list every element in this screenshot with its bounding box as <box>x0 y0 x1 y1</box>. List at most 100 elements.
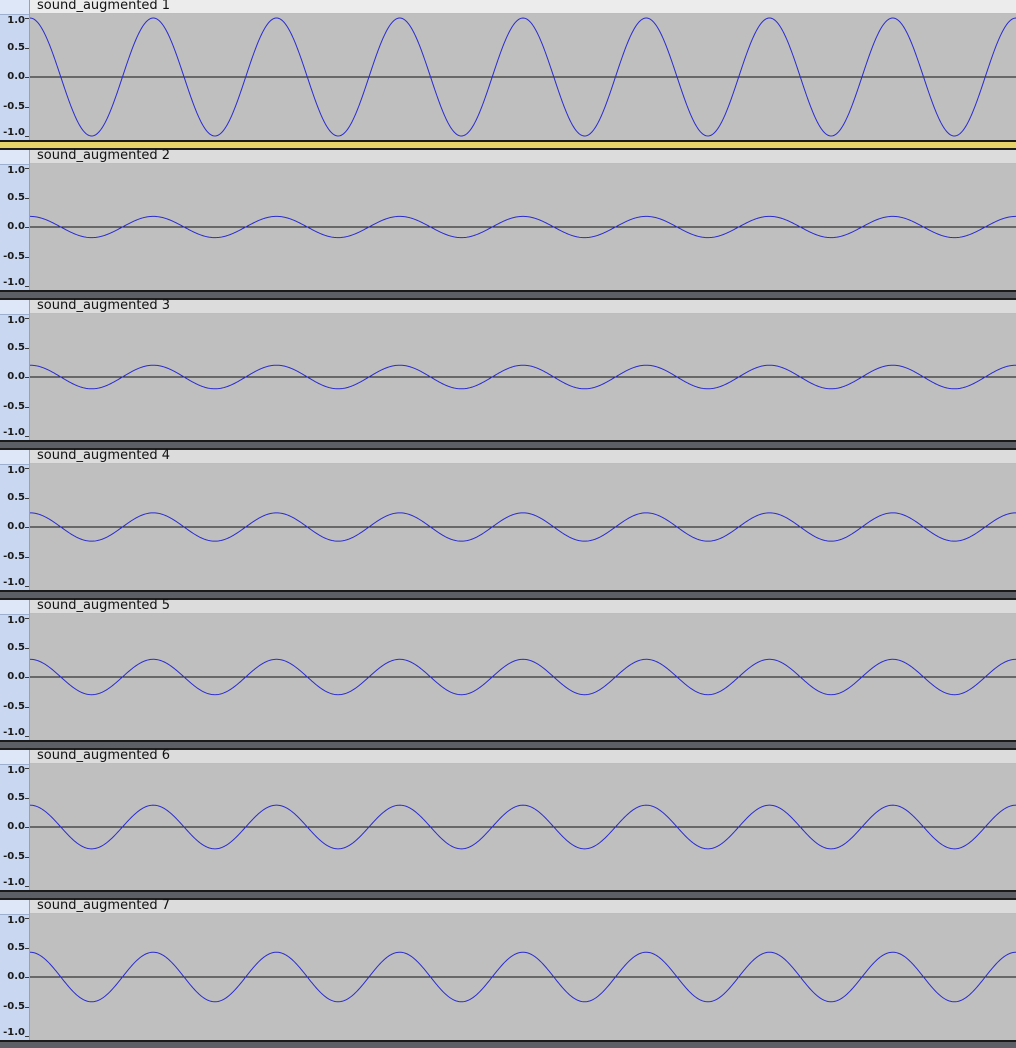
waveform-line <box>30 951 1016 1003</box>
waveform-svg <box>30 804 1016 850</box>
ruler-tick-mark <box>25 827 29 828</box>
audio-track[interactable]: 1.0 0.5 0.0 -0.5 -1.0 sound_augmented 5 <box>0 598 1016 748</box>
audio-track[interactable]: 1.0 0.5 0.0 -0.5 -1.0 sound_augmented 4 <box>0 448 1016 598</box>
ruler-tick-label: 1.0 <box>7 315 25 326</box>
ruler-tick-mark <box>25 857 29 858</box>
amplitude-ruler[interactable]: 1.0 0.5 0.0 -0.5 -1.0 <box>0 0 30 141</box>
ruler-tick-mark <box>25 18 29 19</box>
ruler-tick-mark <box>25 48 29 49</box>
ruler-tick-mark <box>25 527 29 528</box>
track-name: sound_augmented 4 <box>37 448 171 463</box>
waveform-area[interactable] <box>30 314 1016 440</box>
ruler-tick-label: 0.0 <box>7 821 25 832</box>
ruler-tick-label: -0.5 <box>3 400 25 412</box>
ruler-tick-mark <box>25 136 29 137</box>
track-title-bar[interactable]: sound_augmented 1 <box>30 0 1016 14</box>
ruler-tick-mark <box>25 707 29 708</box>
ruler-tick-mark <box>25 436 29 437</box>
track-bottom-border <box>0 590 1016 592</box>
track-name: sound_augmented 2 <box>37 148 171 163</box>
track-control-corner[interactable] <box>0 150 29 165</box>
ruler-tick-mark <box>25 107 29 108</box>
track-control-corner[interactable] <box>0 900 29 915</box>
audio-track[interactable]: 1.0 0.5 0.0 -0.5 -1.0 sound_augmented 2 <box>0 148 1016 298</box>
ruler-tick-label: 1.0 <box>7 465 25 476</box>
track-title-bar[interactable]: sound_augmented 5 <box>30 598 1016 614</box>
amplitude-ruler[interactable]: 1.0 0.5 0.0 -0.5 -1.0 <box>0 750 30 891</box>
track-control-corner[interactable] <box>0 0 29 15</box>
track-bottom-border <box>0 890 1016 892</box>
ruler-tick-label: 1.0 <box>7 15 25 26</box>
track-name: sound_augmented 7 <box>37 898 171 913</box>
track-title-bar[interactable]: sound_augmented 7 <box>30 898 1016 914</box>
track-name: sound_augmented 1 <box>37 0 171 13</box>
ruler-tick-label: 0.0 <box>7 221 25 232</box>
track-control-corner[interactable] <box>0 600 29 615</box>
waveform-line <box>30 804 1016 850</box>
audio-track[interactable]: 1.0 0.5 0.0 -0.5 -1.0 sound_augmented 3 <box>0 298 1016 448</box>
ruler-tick-label: -1.0 <box>3 1027 25 1038</box>
ruler-tick-mark <box>25 318 29 319</box>
waveform-area[interactable] <box>30 914 1016 1040</box>
ruler-tick-label: 0.5 <box>7 941 25 953</box>
waveform-line <box>30 364 1016 390</box>
ruler-tick-label: -0.5 <box>3 1000 25 1012</box>
ruler-tick-label: 0.5 <box>7 791 25 803</box>
ruler-tick-mark <box>25 618 29 619</box>
ruler-tick-mark <box>25 227 29 228</box>
ruler-tick-label: -1.0 <box>3 877 25 888</box>
waveform-area[interactable] <box>30 614 1016 740</box>
ruler-tick-mark <box>25 918 29 919</box>
track-bottom-border <box>0 140 1016 142</box>
track-title-bar[interactable]: sound_augmented 6 <box>30 749 1016 764</box>
ruler-tick-mark <box>25 407 29 408</box>
amplitude-ruler[interactable]: 1.0 0.5 0.0 -0.5 -1.0 <box>0 150 30 291</box>
ruler-tick-mark <box>25 648 29 649</box>
track-control-corner[interactable] <box>0 450 29 465</box>
ruler-tick-label: 0.0 <box>7 371 25 382</box>
waveform-svg <box>30 364 1016 390</box>
ruler-tick-label: -0.5 <box>3 550 25 562</box>
ruler-tick-label: 0.0 <box>7 71 25 82</box>
ruler-tick-mark <box>25 377 29 378</box>
waveform-line <box>30 512 1016 542</box>
track-title-bar[interactable]: sound_augmented 2 <box>30 148 1016 164</box>
track-control-corner[interactable] <box>0 300 29 315</box>
amplitude-ruler[interactable]: 1.0 0.5 0.0 -0.5 -1.0 <box>0 450 30 591</box>
audio-track[interactable]: 1.0 0.5 0.0 -0.5 -1.0 sound_augmented 1 <box>0 0 1016 148</box>
ruler-tick-label: 0.0 <box>7 521 25 532</box>
track-name: sound_augmented 3 <box>37 298 171 313</box>
ruler-tick-mark <box>25 557 29 558</box>
ruler-tick-mark <box>25 977 29 978</box>
ruler-tick-mark <box>25 77 29 78</box>
ruler-tick-label: -0.5 <box>3 100 25 112</box>
ruler-tick-label: 0.5 <box>7 191 25 203</box>
audio-track[interactable]: 1.0 0.5 0.0 -0.5 -1.0 sound_augmented 7 <box>0 898 1016 1048</box>
ruler-tick-label: -0.5 <box>3 700 25 712</box>
waveform-line <box>30 17 1016 137</box>
amplitude-ruler[interactable]: 1.0 0.5 0.0 -0.5 -1.0 <box>0 900 30 1041</box>
track-title-bar[interactable]: sound_augmented 4 <box>30 448 1016 464</box>
ruler-tick-mark <box>25 286 29 287</box>
waveform-svg <box>30 215 1016 239</box>
track-name: sound_augmented 5 <box>37 598 171 613</box>
ruler-tick-mark <box>25 677 29 678</box>
ruler-tick-label: 0.5 <box>7 41 25 53</box>
amplitude-ruler[interactable]: 1.0 0.5 0.0 -0.5 -1.0 <box>0 600 30 741</box>
track-control-corner[interactable] <box>0 750 29 765</box>
ruler-tick-label: -1.0 <box>3 127 25 138</box>
ruler-tick-label: -1.0 <box>3 427 25 438</box>
ruler-tick-label: 0.0 <box>7 671 25 682</box>
waveform-area[interactable] <box>30 14 1016 140</box>
waveform-area[interactable] <box>30 764 1016 890</box>
ruler-tick-label: -0.5 <box>3 850 25 862</box>
audio-track[interactable]: 1.0 0.5 0.0 -0.5 -1.0 sound_augmented 6 <box>0 749 1016 898</box>
ruler-tick-label: 1.0 <box>7 615 25 626</box>
ruler-tick-mark <box>25 168 29 169</box>
ruler-tick-mark <box>25 257 29 258</box>
waveform-area[interactable] <box>30 464 1016 590</box>
amplitude-ruler[interactable]: 1.0 0.5 0.0 -0.5 -1.0 <box>0 300 30 441</box>
track-title-bar[interactable]: sound_augmented 3 <box>30 298 1016 314</box>
waveform-area[interactable] <box>30 164 1016 290</box>
ruler-tick-label: -1.0 <box>3 577 25 588</box>
